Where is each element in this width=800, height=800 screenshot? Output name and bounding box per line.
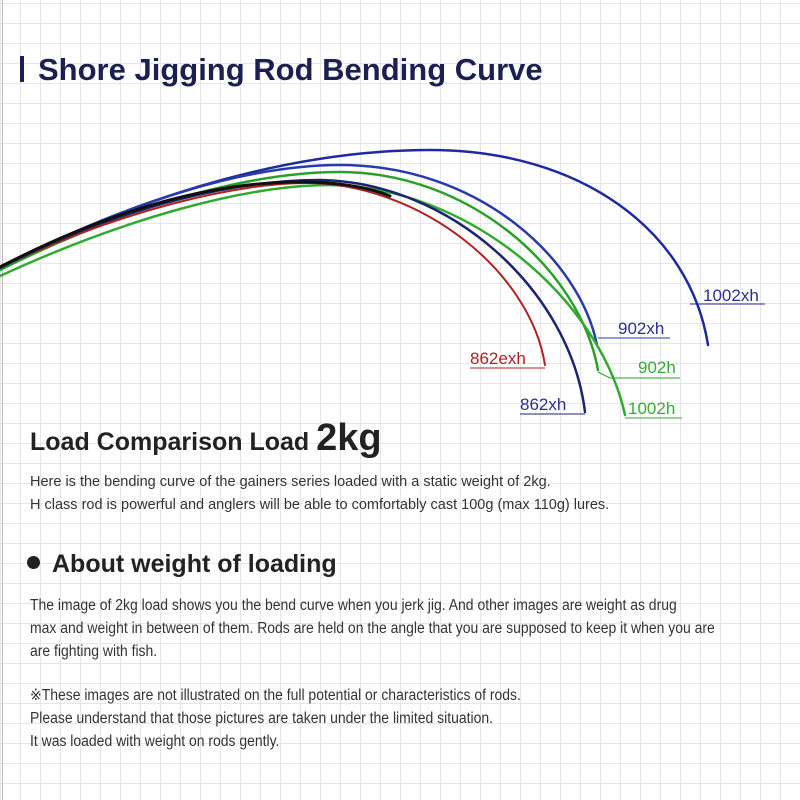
load-description: Here is the bending curve of the gainers… bbox=[30, 471, 609, 517]
text-line: Here is the bending curve of the gainers… bbox=[30, 474, 551, 490]
text-line: max and weight in between of them. Rods … bbox=[30, 620, 715, 637]
about-notes: ※These images are not illustrated on the… bbox=[30, 684, 521, 753]
label-862xh: 862xh bbox=[520, 395, 566, 414]
title-text: Shore Jigging Rod Bending Curve bbox=[38, 52, 543, 87]
label-902xh: 902xh bbox=[618, 319, 664, 338]
label-862exh: 862exh bbox=[470, 349, 526, 368]
curve-1002h bbox=[0, 183, 627, 417]
page-title: Shore Jigging Rod Bending Curve bbox=[20, 52, 543, 88]
curve-862exh bbox=[0, 181, 546, 366]
text-line: ※These images are not illustrated on the… bbox=[30, 687, 521, 704]
label-1002h: 1002h bbox=[628, 399, 675, 418]
text-line: are fighting with fish. bbox=[30, 643, 158, 660]
title-bar-icon bbox=[20, 56, 24, 82]
text-line: The image of 2kg load shows you the bend… bbox=[30, 597, 677, 614]
bullet-icon bbox=[27, 556, 40, 569]
text-line: Please understand that those pictures ar… bbox=[30, 710, 493, 727]
label-leader-902h bbox=[597, 371, 680, 379]
about-heading: About weight of loading bbox=[27, 550, 337, 579]
rod-bending-diagram: 1002xh 902xh 902h 1002h 862xh 862exh bbox=[0, 148, 765, 419]
load-value: 2kg bbox=[316, 417, 382, 459]
load-heading-text: Load Comparison Load bbox=[30, 428, 310, 456]
text-line: It was loaded with weight on rods gently… bbox=[30, 733, 280, 750]
curve-902h bbox=[0, 170, 600, 372]
load-heading: Load Comparison Load 2kg bbox=[30, 417, 382, 460]
curve-1002xh bbox=[0, 148, 710, 347]
page-border bbox=[2, 0, 3, 800]
text-line: H class rod is powerful and anglers will… bbox=[30, 497, 610, 513]
curve-862xh bbox=[0, 178, 587, 414]
label-1002xh: 1002xh bbox=[703, 286, 759, 305]
curve-902xh bbox=[0, 163, 599, 347]
about-description: The image of 2kg load shows you the bend… bbox=[30, 594, 715, 663]
about-heading-text: About weight of loading bbox=[52, 550, 337, 578]
curve-black bbox=[0, 180, 392, 269]
label-902h: 902h bbox=[638, 358, 676, 377]
